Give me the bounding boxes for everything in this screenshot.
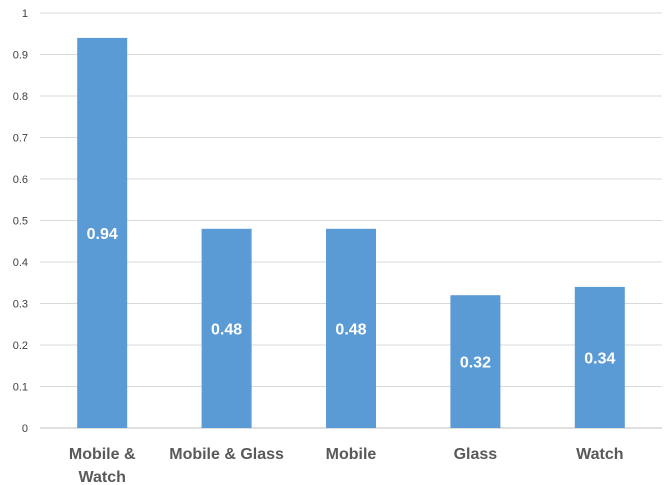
bar	[450, 295, 501, 428]
y-tick-label: 0.6	[13, 174, 28, 186]
y-tick-label: 0.9	[13, 50, 28, 62]
category-label: Glass	[454, 446, 498, 463]
x-axis-category-labels: Mobile & Watch Mobile & Glass Mobile Glass Wa…	[69, 446, 624, 485]
y-tick-label: 1	[22, 8, 28, 20]
y-tick-label: 0.2	[13, 340, 28, 352]
category-label: Watch	[576, 446, 623, 463]
bar	[201, 228, 252, 428]
category-label: Mobile & Watch	[69, 446, 136, 485]
data-label: 0.94	[87, 226, 118, 243]
y-tick-label: 0	[22, 423, 28, 435]
category-label: Mobile & Glass	[169, 446, 284, 463]
bar	[574, 286, 625, 428]
data-label: 0.48	[211, 321, 242, 338]
bar	[326, 228, 376, 428]
data-label: 0.32	[460, 355, 491, 372]
y-tick-label: 0.4	[13, 257, 28, 269]
y-axis-tick-labels: 0 0.1 0.2 0.3 0.4 0.5 0.6 0.7 0.8 0.9 1	[13, 8, 28, 435]
data-labels: 0.94 0.48 0.48 0.32 0.34	[87, 226, 616, 372]
category-label: Mobile	[326, 446, 377, 463]
bars	[77, 37, 625, 429]
data-label: 0.34	[584, 350, 615, 367]
bar	[77, 37, 128, 429]
y-tick-label: 0.1	[13, 382, 28, 394]
y-tick-label: 0.3	[13, 299, 28, 311]
y-tick-label: 0.7	[13, 133, 28, 145]
y-tick-label: 0.5	[13, 216, 28, 228]
y-tick-label: 0.8	[13, 91, 28, 103]
data-label: 0.48	[335, 321, 366, 338]
